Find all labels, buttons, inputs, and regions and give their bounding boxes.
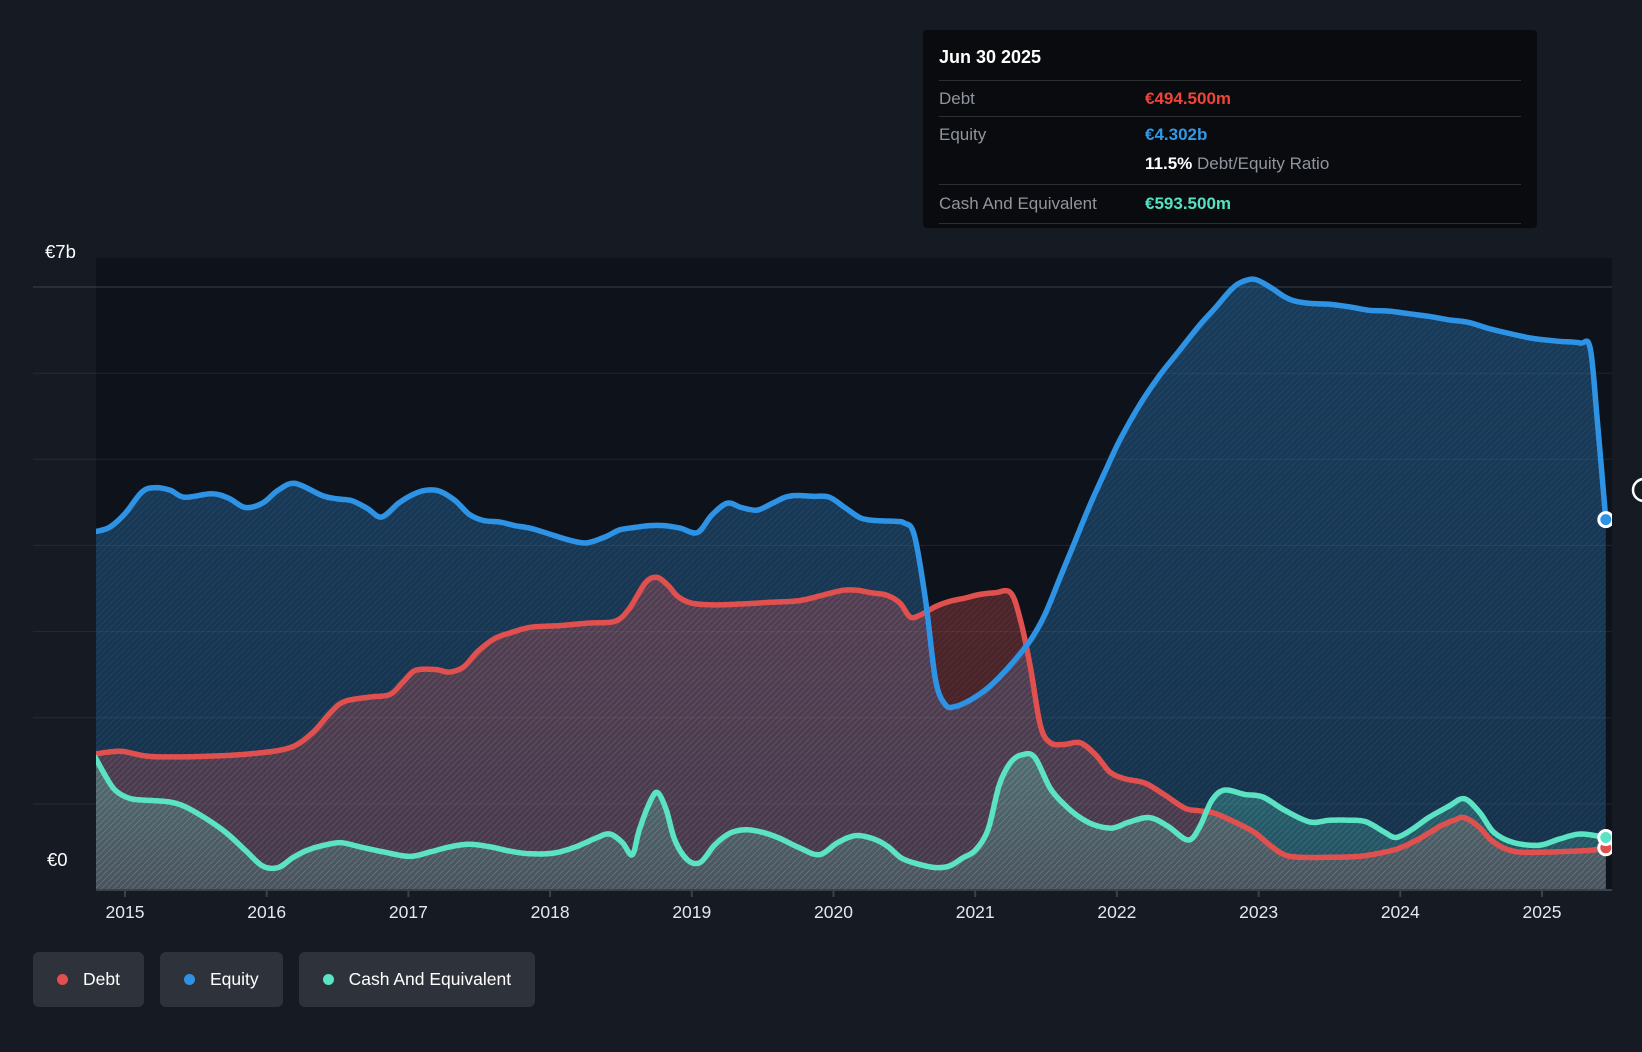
- tooltip-cash-value: €593.500m: [1145, 194, 1232, 213]
- legend-label-equity: Equity: [209, 969, 259, 989]
- tooltip-panel: Jun 30 2025 Debt €494.500m Equity €4.302…: [923, 30, 1537, 228]
- tooltip-debt-label: Debt: [939, 88, 975, 108]
- cash-and-equivalent-endpoint-marker[interactable]: [1597, 829, 1613, 846]
- texture: [96, 753, 1606, 890]
- x-axis-label-2016: 2016: [247, 902, 286, 922]
- series-lines: [96, 276, 1609, 872]
- legend-item-cash[interactable]: Cash And Equivalent: [298, 952, 536, 1007]
- legend: Debt Equity Cash And Equivalent: [33, 952, 536, 1007]
- tooltip-debt-value: €494.500m: [1145, 88, 1232, 108]
- tooltip-equity-block: Equity €4.302b 11.5% Debt/Equity Ratio: [939, 117, 1521, 185]
- tooltip-cash-label: Cash And Equivalent: [939, 194, 1097, 213]
- tooltip-row-debt: Debt €494.500m: [939, 81, 1521, 117]
- x-axis-label-2019: 2019: [672, 902, 711, 922]
- x-axis-label-2022: 2022: [1097, 902, 1136, 922]
- series-endpoint-markers[interactable]: [1597, 511, 1613, 857]
- tooltip-equity-label: Equity: [939, 124, 987, 144]
- cash-series-dot: [322, 974, 334, 985]
- legend-item-debt[interactable]: Debt: [33, 952, 144, 1007]
- x-axis-label-2023: 2023: [1239, 902, 1278, 922]
- tooltip-ratio: 11.5% Debt/Equity Ratio: [1145, 154, 1329, 174]
- tooltip-equity-value: €4.302b: [1145, 124, 1208, 144]
- x-axis-label-2024: 2024: [1381, 902, 1420, 922]
- x-axis-label-2015: 2015: [106, 902, 145, 922]
- tooltip-ratio-value: 11.5%: [1145, 153, 1193, 173]
- equity-line: [96, 276, 1609, 711]
- legend-label-debt: Debt: [83, 969, 120, 989]
- legend-label-cash: Cash And Equivalent: [348, 969, 512, 989]
- tooltip-ratio-label: Debt/Equity Ratio: [1197, 153, 1330, 173]
- tooltip-row-cash: Cash And Equivalent €593.500m: [939, 185, 1521, 224]
- equity-endpoint-marker[interactable]: [1597, 511, 1613, 529]
- x-axis-label-2018: 2018: [531, 902, 570, 922]
- x-axis-label-2020: 2020: [814, 902, 853, 922]
- fill-texture: [96, 279, 1606, 890]
- x-axis-label-2017: 2017: [389, 902, 428, 922]
- equity-series-dot: [183, 974, 195, 985]
- x-axis-ticks: [124, 890, 1543, 897]
- debt-series-dot: [57, 974, 68, 985]
- x-axis-label-2025: 2025: [1523, 902, 1562, 922]
- y-axis-label-top: €7b: [45, 241, 76, 262]
- cash-and-equivalent-line: [96, 750, 1609, 872]
- edge-widget-ring[interactable]: [1631, 477, 1642, 503]
- texture: [96, 577, 1606, 890]
- tooltip-date: Jun 30 2025: [939, 30, 1521, 81]
- legend-item-equity[interactable]: Equity: [159, 952, 283, 1007]
- x-axis-label-2021: 2021: [956, 902, 995, 922]
- x-axis-labels: 2015 2016 2017 2018 2019 2020 2021 2022 2023 2024…: [106, 902, 1562, 922]
- y-axis-label-zero: €0: [47, 849, 68, 870]
